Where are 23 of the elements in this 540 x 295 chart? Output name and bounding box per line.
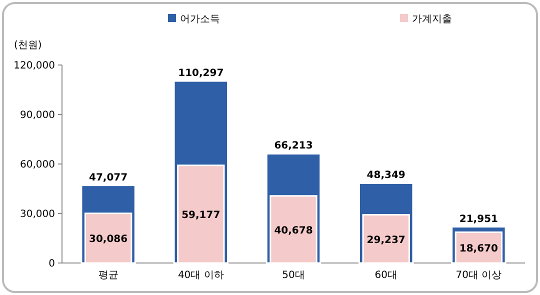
x-tick-label: 40대 이하 (178, 270, 224, 281)
data-label: 18,670 (459, 244, 498, 255)
data-label: 30,086 (89, 234, 128, 246)
x-tick-label: 50대 (282, 270, 305, 281)
x-tick-label: 평균 (98, 270, 118, 281)
data-label: 40,678 (274, 225, 313, 236)
data-label: 21,951 (459, 214, 498, 225)
legend-label: 어가소득 (180, 14, 220, 25)
legend-label: 가계지출 (412, 14, 452, 25)
x-tick-label: 70대 이상 (456, 270, 502, 281)
x-tick-label: 60대 (374, 270, 398, 281)
data-label: 48,349 (366, 170, 406, 182)
data-label: 66,213 (274, 140, 313, 152)
y-tick-label: 60,000 (20, 160, 55, 170)
data-label: 110,297 (178, 68, 224, 80)
y-tick-label: 120,000 (14, 60, 55, 72)
y-axis-title: (천원) (14, 40, 42, 51)
data-label: 59,177 (182, 210, 220, 222)
y-tick-label: 90,000 (20, 110, 55, 121)
y-tick-label: 30,000 (20, 209, 55, 220)
data-label: 29,237 (366, 234, 406, 246)
y-tick-label: 0 (48, 258, 55, 270)
data-label: 47,077 (89, 172, 128, 184)
